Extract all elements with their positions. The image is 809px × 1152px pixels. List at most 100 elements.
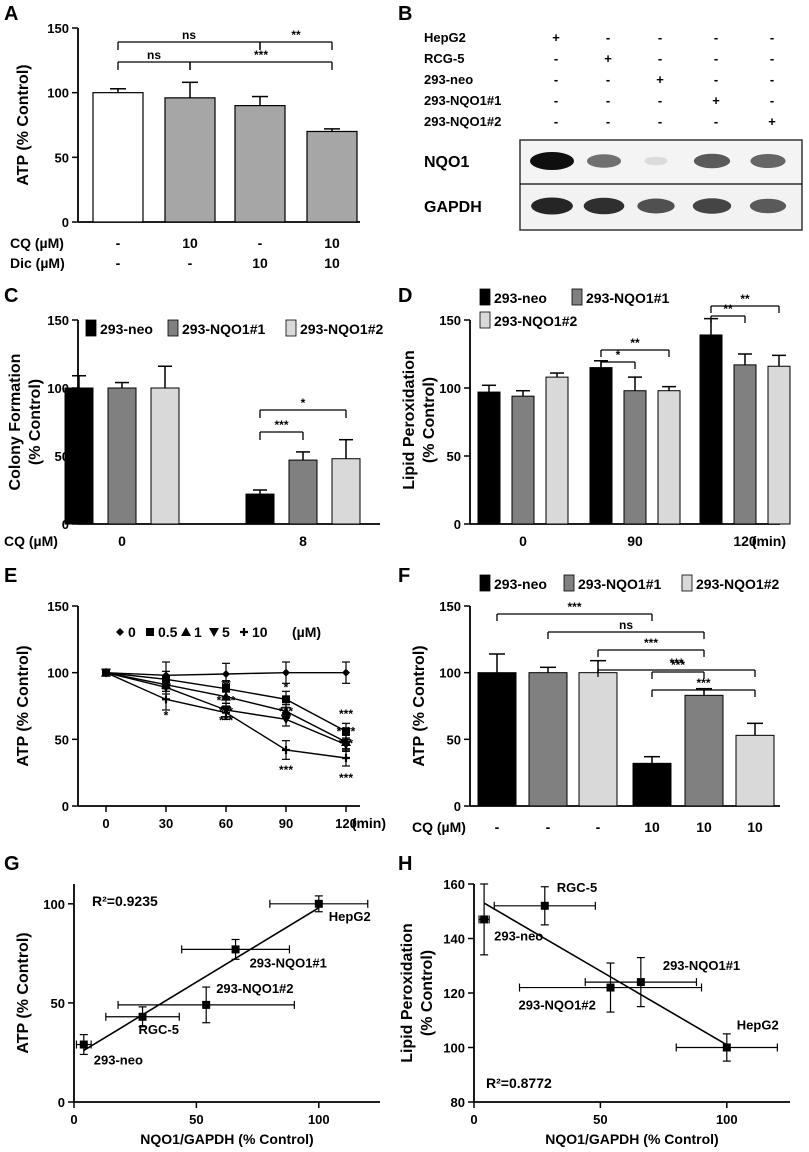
panel-b-sign: - <box>554 93 558 108</box>
panel-c-legend-label: 293-NQO1#1 <box>182 321 265 337</box>
panel-c-y-axis-label: (% Control) <box>27 379 44 465</box>
panel-e-significance-label: ** <box>221 678 231 692</box>
panel-b-band <box>531 197 573 215</box>
panel-h-y-tick-label: 160 <box>443 877 465 892</box>
panel-b-sign: - <box>606 93 610 108</box>
panel-f-bar <box>735 734 775 807</box>
panel-c-y-tick-label: 100 <box>47 381 69 396</box>
panel-d-bar <box>699 334 723 525</box>
panel-f-bar <box>528 672 568 807</box>
panel-d-significance-label: * <box>616 348 621 362</box>
panel-e-significance-label: *** <box>219 704 233 718</box>
panel-letter-a: A <box>4 3 18 25</box>
panel-e-point <box>282 668 290 677</box>
panel-f-condition-value: 10 <box>747 819 763 835</box>
panel-b-sign: - <box>770 30 774 45</box>
panel-f-y-tick-label: 0 <box>454 799 461 814</box>
panel-f-bar <box>632 762 672 807</box>
panel-a-significance-label: ns <box>147 48 161 62</box>
panel-h-y-tick-label: 80 <box>451 1095 465 1110</box>
panel-f-legend-label: 293-NQO1#2 <box>696 576 779 592</box>
panel-a-condition-value: 10 <box>252 255 268 271</box>
panel-b-sign: + <box>552 30 560 45</box>
panel-e-point <box>222 708 230 717</box>
panel-d-significance-label: ** <box>630 336 640 350</box>
panel-c-bar <box>331 458 361 525</box>
panel-d-bar <box>589 367 613 525</box>
panel-h-point <box>540 901 549 910</box>
panel-e-x-tick-label: 90 <box>279 816 293 831</box>
panel-d-bar <box>623 390 647 525</box>
panel-e-point <box>102 668 110 677</box>
panel-c-bar <box>245 493 275 525</box>
panel-d-significance-label: ** <box>740 292 750 306</box>
panel-e-x-tick-label: 120 <box>335 816 357 831</box>
panel-e-legend-marker <box>146 628 154 636</box>
panel-g-x-tick-label: 50 <box>189 1112 203 1127</box>
panel-b-sign: - <box>658 93 662 108</box>
panel-b-sign: + <box>768 114 776 129</box>
panel-c-bar <box>150 387 180 525</box>
panel-e-significance-label: *** <box>339 771 353 785</box>
panel-b-band <box>693 153 731 169</box>
panel-g-point <box>231 945 240 954</box>
panel-f-significance-label: *** <box>567 600 581 614</box>
panel-b-band <box>583 197 625 215</box>
panel-f-legend-label: 293-NQO1#1 <box>578 576 661 592</box>
panel-a-condition-value: - <box>116 235 121 251</box>
panel-e-point <box>222 670 230 678</box>
panel-e-legend-label: 10 <box>252 624 268 640</box>
panel-b-cell-line-label: 293-neo <box>424 72 473 87</box>
panel-b-cell-line-label: 293-NQO1#1 <box>424 93 501 108</box>
panel-e-point <box>341 740 351 750</box>
panel-f-legend-label: 293-neo <box>494 576 547 592</box>
panel-g-fit-line <box>83 907 320 1052</box>
panel-d-legend-label: 293-neo <box>494 290 547 306</box>
panel-a-bar <box>92 92 144 223</box>
panel-e-point <box>282 695 290 704</box>
panel-a-condition-label: Dic (µM) <box>10 255 65 271</box>
panel-d-bar <box>657 390 681 525</box>
panel-f-significance-label: ns <box>619 618 633 632</box>
panel-b-sign: - <box>770 93 774 108</box>
panel-g-point-label: 293-NQO1#2 <box>216 981 293 996</box>
panel-d-y-tick-label: 150 <box>439 313 461 328</box>
panel-h-fit-line <box>483 902 728 1046</box>
panel-c-significance-label: * <box>301 396 306 410</box>
panel-b-protein-label: GAPDH <box>424 199 482 216</box>
panel-c-significance-label: *** <box>274 418 288 432</box>
panel-d-legend-label: 293-NQO1#2 <box>494 313 577 329</box>
panel-c-colony-formation-chart: 05010015008Colony Formation(% Control)CQ… <box>4 313 383 549</box>
panel-c-x-prefix: CQ (µM) <box>4 533 58 549</box>
panel-a-y-tick-label: 50 <box>55 150 69 165</box>
panel-f-condition-value: - <box>546 819 551 835</box>
panel-d-bar <box>511 395 535 525</box>
panel-h-y-axis-label: (% Control) <box>419 950 436 1036</box>
panel-b-sign: + <box>656 72 664 87</box>
panel-h-y-axis-label: Lipid Peroxidation <box>399 923 416 1063</box>
panel-e-y-tick-label: 150 <box>47 599 69 614</box>
panel-e-legend-label: 0.5 <box>158 624 178 640</box>
panel-g-point-label: 293-NQO1#1 <box>250 955 327 970</box>
panel-g-point <box>79 1040 88 1049</box>
panel-h-point-label: 293-NQO1#2 <box>519 998 596 1013</box>
panel-e-legend-marker <box>209 628 219 637</box>
panel-c-legend-swatch <box>167 319 179 337</box>
panel-e-point <box>342 754 350 762</box>
panel-c-legend-label: 293-NQO1#2 <box>300 321 383 337</box>
panel-letter-b: B <box>398 3 412 25</box>
panel-g-r-squared: R²=0.9235 <box>92 893 158 909</box>
panel-b-band <box>586 154 622 168</box>
panel-f-condition-value: - <box>495 819 500 835</box>
panel-f-significance-label: *** <box>696 676 710 690</box>
panel-b-sign: - <box>770 51 774 66</box>
panel-g-point <box>202 1000 211 1009</box>
panel-b-sign: + <box>604 51 612 66</box>
panel-e-y-axis-label: ATP (% Control) <box>15 645 32 766</box>
panel-d-bar <box>545 376 569 525</box>
panel-e-y-tick-label: 100 <box>47 666 69 681</box>
panel-e-point <box>281 715 291 725</box>
panel-g-y-tick-label: 0 <box>58 1095 65 1110</box>
